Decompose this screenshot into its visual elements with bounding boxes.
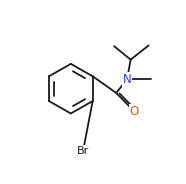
Text: Br: Br: [77, 146, 89, 156]
Text: N: N: [123, 73, 132, 86]
Text: O: O: [130, 105, 139, 118]
